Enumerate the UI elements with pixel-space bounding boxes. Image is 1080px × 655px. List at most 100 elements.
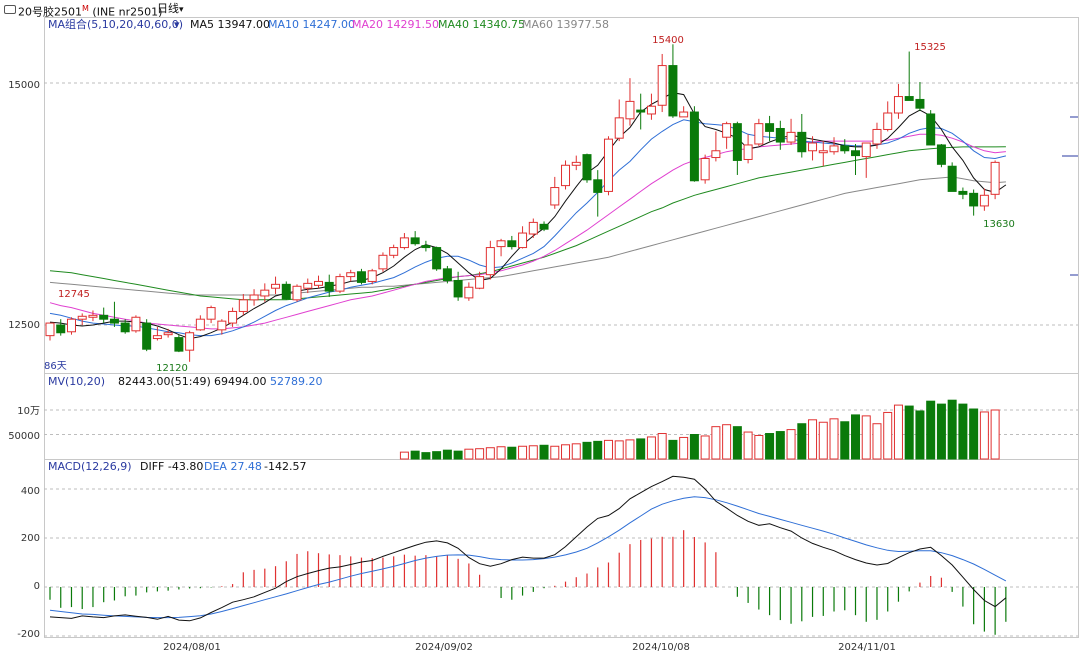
ma-legend-chevron[interactable]: ▾ <box>174 18 180 31</box>
date-label-0902: 2024/09/02 <box>415 642 473 653</box>
candle-body <box>603 138 613 192</box>
candle-body <box>249 294 259 301</box>
candle-body <box>260 289 270 297</box>
candle-body <box>292 285 302 301</box>
volume-bar <box>936 403 946 460</box>
volume-bar <box>689 434 699 460</box>
candle-body <box>754 123 764 145</box>
ma10-legend: MA10 14247.00 <box>268 18 355 31</box>
candle-body <box>528 221 538 235</box>
candle-body <box>378 254 388 270</box>
volume-bar <box>679 436 689 460</box>
macd-indicator-name[interactable]: MACD(12,26,9) <box>48 460 132 473</box>
mv-value-2: 69494.00 <box>214 375 267 388</box>
vol-tick-50000: 50000 <box>8 431 40 442</box>
macd-legend: MACD(12,26,9) DIFF -43.80 DEA 27.48 -142… <box>48 460 306 473</box>
candle-body <box>646 105 656 115</box>
chevron-down-icon: ▾ <box>179 5 184 15</box>
candle-body <box>195 318 205 331</box>
volume-bar <box>485 447 495 460</box>
volume-bar <box>829 418 839 460</box>
volume-bar <box>872 423 882 460</box>
candle-body <box>389 247 399 256</box>
high-annotation-15400: 15400 <box>652 35 684 46</box>
ma40-legend: MA40 14340.75 <box>438 18 525 31</box>
volume-bar <box>432 451 442 460</box>
volume-bar <box>904 405 914 460</box>
candle-body <box>861 142 871 158</box>
candle-body <box>238 299 248 312</box>
macd-tick-neg200: -200 <box>17 629 40 640</box>
volume-series <box>399 399 1000 460</box>
volume-bar <box>990 409 1000 460</box>
symbol-selector[interactable]: 20号胶2501M (INE nr2501) <box>18 0 162 22</box>
high-annotation-15325: 15325 <box>914 42 946 53</box>
candle-body <box>453 279 463 298</box>
candle-body <box>829 145 839 153</box>
volume-bar <box>722 424 732 460</box>
candle-body <box>958 190 968 195</box>
volume-bar <box>453 450 463 460</box>
candle-body <box>872 128 882 145</box>
candle-body <box>636 109 646 113</box>
low-annotation-12120: 12120 <box>156 363 188 374</box>
volume-bar <box>636 438 646 460</box>
candle-body <box>561 164 571 187</box>
macd-value: -142.57 <box>264 460 306 473</box>
mv-value-3: 52789.20 <box>270 375 323 388</box>
window-icon <box>4 5 16 14</box>
macd-tick-400: 400 <box>21 486 40 497</box>
title-bar: 20号胶2501M (INE nr2501) 日线▾ <box>0 0 1080 19</box>
candle-body <box>410 237 420 245</box>
candle-body <box>722 123 732 138</box>
candle-body <box>808 142 818 152</box>
volume-bar <box>668 439 678 460</box>
candle-body <box>979 194 989 207</box>
ma-indicator-name[interactable]: MA组合(5,10,20,40,60,0) <box>48 17 183 31</box>
candle-body <box>582 154 592 181</box>
volume-bar <box>808 419 818 460</box>
mv-indicator-name[interactable]: MV(10,20) <box>48 375 105 388</box>
candle-body <box>206 307 216 320</box>
moving-average-lines <box>49 92 1007 340</box>
volume-bar <box>732 426 742 460</box>
volume-bar <box>786 429 796 460</box>
candle-body <box>550 187 560 206</box>
candle-body <box>88 314 98 318</box>
date-label-0801: 2024/08/01 <box>163 642 221 653</box>
low-annotation-13630: 13630 <box>983 219 1015 230</box>
volume-bar <box>711 426 721 460</box>
candle-body <box>711 150 721 159</box>
period-selector[interactable]: 日线▾ <box>157 0 184 19</box>
macd-tick-200: 200 <box>21 533 40 544</box>
volume-bar <box>979 411 989 460</box>
high-annotation-12745: 12745 <box>58 289 90 300</box>
macd-tick-0: 0 <box>34 581 40 592</box>
candle-body <box>66 318 76 333</box>
candle-body <box>926 113 936 146</box>
candle-body <box>593 179 603 193</box>
macd-dea: DEA 27.48 <box>204 460 262 473</box>
ma5-line <box>49 92 1007 340</box>
volume-bar <box>958 403 968 460</box>
volume-bar <box>797 423 807 460</box>
dea-line <box>49 496 1007 619</box>
candle-body <box>56 324 66 334</box>
volume-bar <box>743 431 753 460</box>
volume-bar <box>818 421 828 460</box>
vol-tick-100k: 10万 <box>17 406 40 417</box>
candle-body <box>915 98 925 109</box>
volume-legend: MV(10,20) 82443.00(51:49) 69494.00 52789… <box>48 375 323 388</box>
volume-bar <box>421 452 431 460</box>
candle-body <box>271 283 281 289</box>
volume-bar <box>614 440 624 460</box>
volume-bar <box>969 408 979 460</box>
candle-body <box>851 150 860 157</box>
candle-body <box>142 322 152 350</box>
ma60-legend: MA60 13977.58 <box>522 18 609 31</box>
volume-bar <box>893 404 903 460</box>
candle-body <box>442 268 452 281</box>
date-label-1008: 2024/10/08 <box>632 642 690 653</box>
